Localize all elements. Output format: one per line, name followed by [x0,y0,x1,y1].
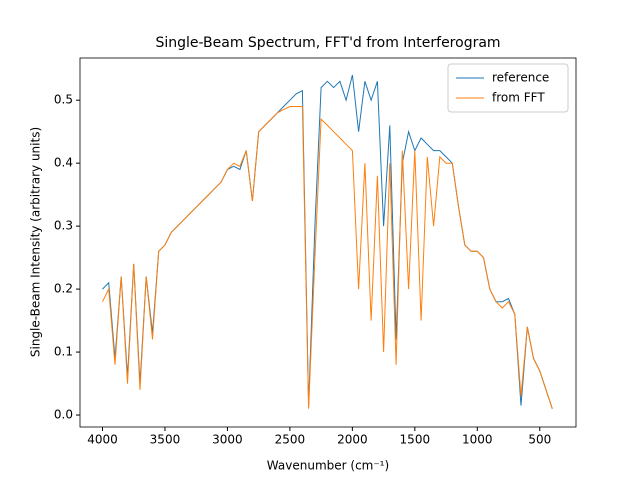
x-tick-label: 1000 [462,433,493,447]
y-tick-label: 0.0 [54,408,73,422]
plot-frame [79,57,577,428]
x-tick-label: 3000 [212,433,243,447]
y-tick-label: 0.1 [54,345,73,359]
line-series [102,106,553,409]
x-axis-label: Wavenumber (cm⁻¹) [267,459,389,473]
y-tick-label: 0.3 [54,219,73,233]
x-tick-label: 4000 [87,433,118,447]
legend-box [447,63,569,113]
y-tick-label: 0.2 [54,282,73,296]
y-tick-label: 0.5 [54,93,73,107]
x-tick-label: 1500 [400,433,431,447]
chart-title: Single-Beam Spectrum, FFT'd from Interfe… [155,35,500,51]
x-tick-label: 2000 [337,433,368,447]
y-tick-label: 0.4 [54,156,73,170]
y-axis-label: Single-Beam Intensity (arbitrary units) [29,127,43,357]
legend-label: from FFT [492,91,545,105]
legend-label: reference [492,71,549,85]
x-tick-label: 2500 [275,433,306,447]
x-tick-label: 3500 [150,433,181,447]
x-tick-label: 500 [528,433,551,447]
